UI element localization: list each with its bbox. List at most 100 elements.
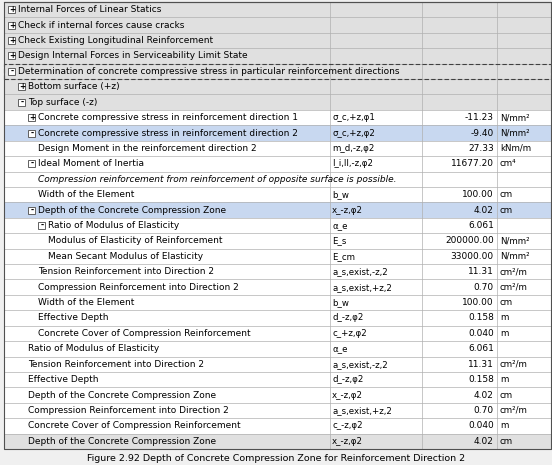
Text: a_s,exist,+z,2: a_s,exist,+z,2 bbox=[332, 406, 392, 415]
Bar bbox=[28, 160, 35, 167]
Text: cm²/m: cm²/m bbox=[500, 406, 528, 415]
Bar bbox=[4, 341, 551, 357]
Text: Ratio of Modulus of Elasticity: Ratio of Modulus of Elasticity bbox=[49, 221, 179, 230]
Text: +: + bbox=[19, 82, 25, 91]
Text: Compression reinforcement from reinforcement of opposite surface is possible.: Compression reinforcement from reinforce… bbox=[39, 175, 397, 184]
Bar bbox=[8, 68, 15, 75]
Text: 0.040: 0.040 bbox=[468, 421, 494, 431]
Text: x_-z,φ2: x_-z,φ2 bbox=[332, 437, 363, 446]
Bar bbox=[4, 33, 551, 48]
Bar bbox=[4, 141, 551, 156]
Text: 4.02: 4.02 bbox=[474, 206, 494, 214]
Text: Concrete Cover of Compression Reinforcement: Concrete Cover of Compression Reinforcem… bbox=[28, 421, 241, 431]
Text: d_-z,φ2: d_-z,φ2 bbox=[332, 313, 363, 323]
Text: Concrete Cover of Compression Reinforcement: Concrete Cover of Compression Reinforcem… bbox=[39, 329, 251, 338]
Text: a_s,exist,-z,2: a_s,exist,-z,2 bbox=[332, 360, 388, 369]
Text: Bottom surface (+z): Bottom surface (+z) bbox=[28, 82, 120, 91]
Bar bbox=[4, 357, 551, 372]
Text: x_-z,φ2: x_-z,φ2 bbox=[332, 391, 363, 399]
Text: Depth of the Concrete Compression Zone: Depth of the Concrete Compression Zone bbox=[28, 437, 216, 446]
Bar bbox=[4, 172, 551, 187]
Bar bbox=[4, 372, 551, 387]
Text: cm²/m: cm²/m bbox=[500, 283, 528, 292]
Text: -: - bbox=[20, 98, 24, 106]
Bar bbox=[18, 83, 25, 90]
Text: Check Existing Longitudinal Reinforcement: Check Existing Longitudinal Reinforcemen… bbox=[18, 36, 214, 45]
Text: Tension Reinforcement into Direction 2: Tension Reinforcement into Direction 2 bbox=[39, 267, 214, 276]
Text: I_i,II,-z,φ2: I_i,II,-z,φ2 bbox=[332, 159, 373, 168]
Text: Concrete compressive stress in reinforcement direction 1: Concrete compressive stress in reinforce… bbox=[39, 113, 299, 122]
Text: Ideal Moment of Inertia: Ideal Moment of Inertia bbox=[39, 159, 145, 168]
Text: 0.040: 0.040 bbox=[468, 329, 494, 338]
Text: N/mm²: N/mm² bbox=[500, 113, 529, 122]
Bar bbox=[4, 202, 551, 218]
Text: m: m bbox=[500, 313, 508, 323]
Bar bbox=[39, 222, 45, 229]
Text: cm²/m: cm²/m bbox=[500, 267, 528, 276]
Text: +: + bbox=[9, 52, 15, 60]
Text: a_s,exist,-z,2: a_s,exist,-z,2 bbox=[332, 267, 388, 276]
Bar bbox=[4, 94, 551, 110]
Text: Compression Reinforcement into Direction 2: Compression Reinforcement into Direction… bbox=[39, 283, 239, 292]
Bar bbox=[4, 125, 551, 141]
Text: Depth of the Concrete Compression Zone: Depth of the Concrete Compression Zone bbox=[28, 391, 216, 399]
Text: Compression Reinforcement into Direction 2: Compression Reinforcement into Direction… bbox=[28, 406, 229, 415]
Text: cm: cm bbox=[500, 190, 513, 199]
Bar bbox=[4, 295, 551, 310]
Text: 100.00: 100.00 bbox=[462, 298, 494, 307]
Text: m: m bbox=[500, 421, 508, 431]
Text: kNm/m: kNm/m bbox=[500, 144, 531, 153]
Bar bbox=[4, 64, 551, 79]
Text: cm: cm bbox=[500, 298, 513, 307]
Text: Top surface (-z): Top surface (-z) bbox=[28, 98, 98, 106]
Text: σ_c,+z,φ2: σ_c,+z,φ2 bbox=[332, 128, 375, 138]
Bar bbox=[4, 48, 551, 64]
Text: Effective Depth: Effective Depth bbox=[39, 313, 109, 323]
Bar bbox=[4, 387, 551, 403]
Bar bbox=[4, 64, 551, 79]
Text: cm: cm bbox=[500, 437, 513, 446]
Bar bbox=[4, 233, 551, 249]
Text: d_-z,φ2: d_-z,φ2 bbox=[332, 375, 363, 384]
Text: -: - bbox=[30, 159, 34, 168]
Bar bbox=[4, 156, 551, 172]
Bar bbox=[4, 110, 551, 125]
Text: 100.00: 100.00 bbox=[462, 190, 494, 199]
Bar bbox=[8, 21, 15, 29]
Text: 11.31: 11.31 bbox=[468, 267, 494, 276]
Text: m_d,-z,φ2: m_d,-z,φ2 bbox=[332, 144, 374, 153]
Text: Check if internal forces cause cracks: Check if internal forces cause cracks bbox=[18, 20, 185, 30]
Text: σ_c,+z,φ1: σ_c,+z,φ1 bbox=[332, 113, 375, 122]
Text: m: m bbox=[500, 375, 508, 384]
Text: +: + bbox=[9, 36, 15, 45]
Text: 4.02: 4.02 bbox=[474, 437, 494, 446]
Text: 0.158: 0.158 bbox=[468, 313, 494, 323]
Bar bbox=[4, 403, 551, 418]
Bar bbox=[4, 218, 551, 233]
Text: Determination of concrete compressive stress in particular reinforcement directi: Determination of concrete compressive st… bbox=[18, 67, 400, 76]
Bar bbox=[4, 2, 551, 17]
Text: Internal Forces of Linear Statics: Internal Forces of Linear Statics bbox=[18, 5, 162, 14]
Text: -11.23: -11.23 bbox=[465, 113, 494, 122]
Text: Design Moment in the reinforcement direction 2: Design Moment in the reinforcement direc… bbox=[39, 144, 257, 153]
Text: N/mm²: N/mm² bbox=[500, 128, 529, 138]
Text: Ratio of Modulus of Elasticity: Ratio of Modulus of Elasticity bbox=[28, 344, 160, 353]
Text: α_e: α_e bbox=[332, 344, 348, 353]
Text: 0.158: 0.158 bbox=[468, 375, 494, 384]
Text: 200000.00: 200000.00 bbox=[445, 236, 494, 246]
Text: 0.70: 0.70 bbox=[474, 406, 494, 415]
Text: cm⁴: cm⁴ bbox=[500, 159, 517, 168]
Text: α_e: α_e bbox=[332, 221, 348, 230]
Text: -: - bbox=[30, 128, 34, 138]
Text: b_w: b_w bbox=[332, 190, 349, 199]
Text: cm: cm bbox=[500, 206, 513, 214]
Bar bbox=[4, 17, 551, 33]
Text: +: + bbox=[9, 20, 15, 30]
Bar bbox=[28, 206, 35, 213]
Text: Figure 2.92 Depth of Concrete Compression Zone for Reinforcement Direction 2: Figure 2.92 Depth of Concrete Compressio… bbox=[87, 453, 465, 463]
Text: cm²/m: cm²/m bbox=[500, 360, 528, 369]
Text: -: - bbox=[10, 67, 13, 76]
Text: E_s: E_s bbox=[332, 236, 347, 246]
Bar bbox=[4, 433, 551, 449]
Bar bbox=[8, 6, 15, 13]
